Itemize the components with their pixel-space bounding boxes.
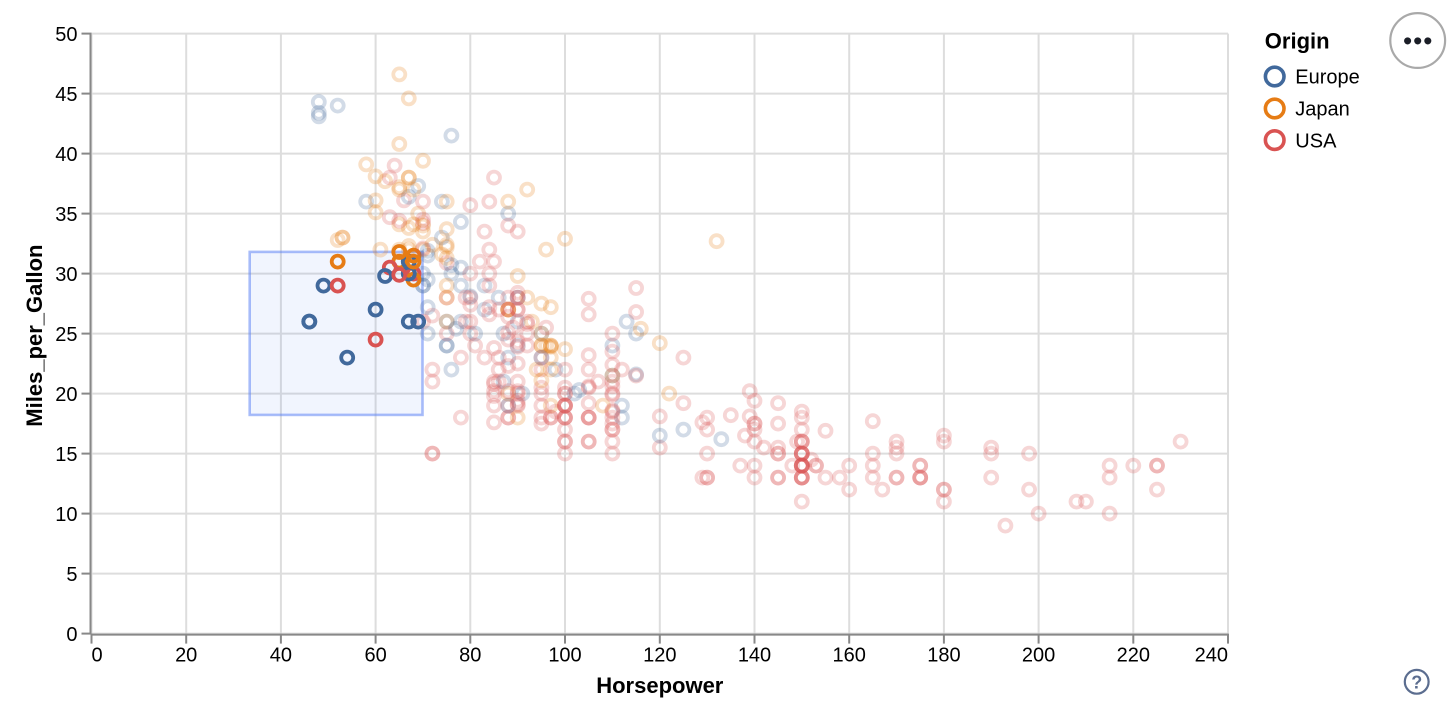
svg-text:Europe: Europe [1295, 67, 1360, 89]
svg-text:Horsepower: Horsepower [596, 673, 724, 698]
svg-text:30: 30 [55, 264, 77, 286]
svg-text:25: 25 [55, 324, 77, 346]
svg-text:Japan: Japan [1295, 99, 1350, 121]
svg-text:Miles_per_Gallon: Miles_per_Gallon [22, 245, 47, 427]
svg-text:180: 180 [927, 645, 960, 667]
svg-text:USA: USA [1295, 130, 1337, 152]
svg-text:20: 20 [175, 645, 197, 667]
svg-text:240: 240 [1195, 645, 1228, 667]
svg-text:15: 15 [55, 444, 77, 466]
svg-text:40: 40 [270, 645, 292, 667]
svg-text:50: 50 [55, 24, 77, 46]
svg-text:5: 5 [66, 564, 77, 586]
svg-text:0: 0 [66, 624, 77, 646]
svg-text:80: 80 [459, 645, 481, 667]
svg-text:10: 10 [55, 504, 77, 526]
svg-text:20: 20 [55, 384, 77, 406]
svg-text:220: 220 [1117, 645, 1150, 667]
svg-text:160: 160 [833, 645, 866, 667]
svg-text:Origin: Origin [1265, 28, 1330, 53]
svg-text:45: 45 [55, 84, 77, 106]
svg-text:?: ? [1411, 673, 1422, 693]
svg-text:60: 60 [364, 645, 386, 667]
svg-text:100: 100 [548, 645, 581, 667]
svg-text:200: 200 [1022, 645, 1055, 667]
svg-text:35: 35 [55, 204, 77, 226]
svg-text:140: 140 [738, 645, 771, 667]
svg-text:40: 40 [55, 144, 77, 166]
svg-text:0: 0 [92, 645, 103, 667]
svg-text:120: 120 [643, 645, 676, 667]
